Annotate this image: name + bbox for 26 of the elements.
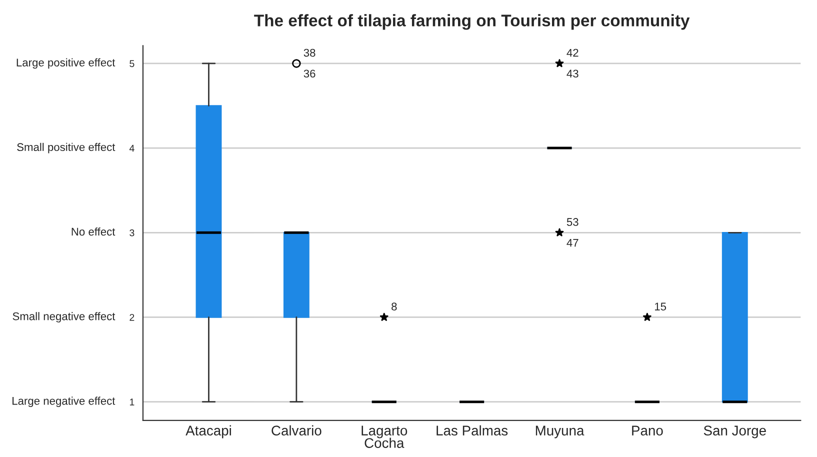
annotation: 47 (566, 238, 578, 247)
x-tick-label: Calvario (272, 425, 322, 436)
annotation: 38 (304, 48, 316, 57)
y-tick-label: 4 (129, 144, 134, 152)
y-tick-label: 2 (130, 314, 134, 321)
text: Small positive effect (17, 142, 116, 154)
text: Large positive effect (16, 58, 116, 69)
annotation: 36 (304, 70, 316, 78)
x-tick-label: Las Palmas (436, 425, 508, 436)
y-tick-label: 3 (130, 229, 134, 236)
text: No effect (72, 227, 116, 236)
y-tick-label: 5 (130, 60, 134, 68)
x-tick-label: Pano (632, 426, 663, 436)
text: Small negative effect (12, 312, 116, 322)
x-tick-label: Lagarto Cocha (362, 426, 408, 448)
chart-title: The effect of tilapia farming on Tourism per community (254, 14, 690, 30)
annotation: 53 (566, 218, 578, 226)
x-tick-label: Atacapi (186, 425, 231, 438)
x-tick-label: Muyuna (536, 426, 584, 438)
annotation: 15 (654, 302, 666, 310)
y-tick-label: 1 (130, 398, 134, 406)
annotation: 42 (566, 48, 578, 57)
annotation: 43 (566, 70, 578, 78)
x-tick-label: San Jorge (704, 426, 766, 438)
annotation: 8 (392, 302, 397, 310)
text: Large negative effect (12, 396, 116, 408)
